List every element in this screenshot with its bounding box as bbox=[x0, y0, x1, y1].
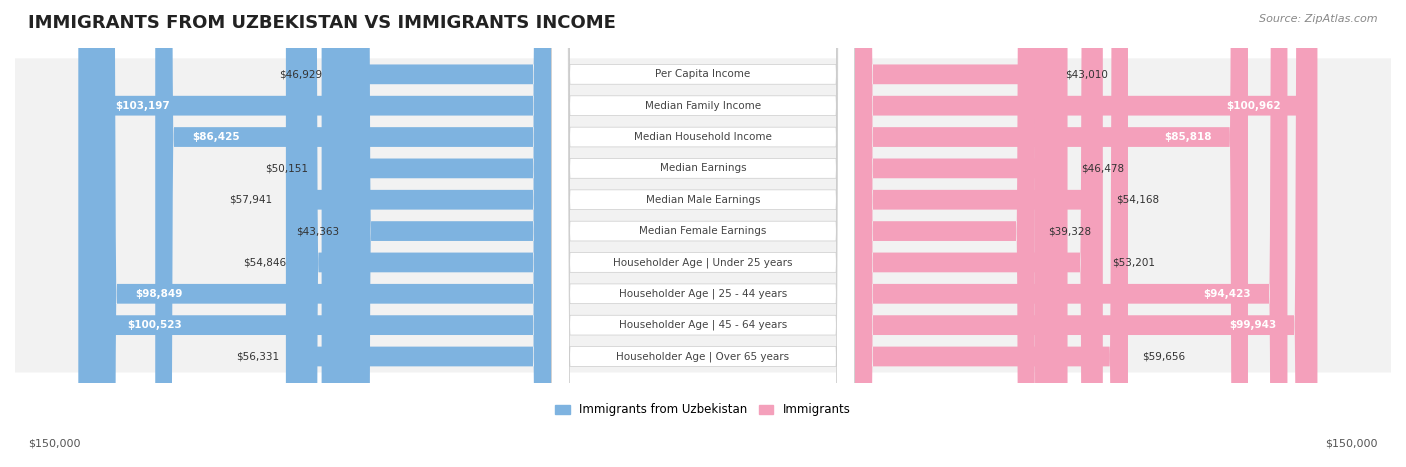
Text: Source: ZipAtlas.com: Source: ZipAtlas.com bbox=[1260, 14, 1378, 24]
FancyBboxPatch shape bbox=[98, 0, 551, 467]
Text: $94,423: $94,423 bbox=[1204, 289, 1251, 299]
FancyBboxPatch shape bbox=[551, 0, 855, 467]
Text: Median Earnings: Median Earnings bbox=[659, 163, 747, 173]
FancyBboxPatch shape bbox=[79, 0, 551, 467]
Text: IMMIGRANTS FROM UZBEKISTAN VS IMMIGRANTS INCOME: IMMIGRANTS FROM UZBEKISTAN VS IMMIGRANTS… bbox=[28, 14, 616, 32]
FancyBboxPatch shape bbox=[855, 0, 1313, 467]
Text: $57,941: $57,941 bbox=[229, 195, 273, 205]
Text: $39,328: $39,328 bbox=[1049, 226, 1091, 236]
Text: $100,962: $100,962 bbox=[1226, 101, 1281, 111]
Text: $53,201: $53,201 bbox=[1112, 257, 1156, 268]
FancyBboxPatch shape bbox=[551, 0, 855, 467]
Text: $150,000: $150,000 bbox=[1326, 439, 1378, 448]
FancyBboxPatch shape bbox=[551, 0, 855, 467]
Text: $150,000: $150,000 bbox=[28, 439, 80, 448]
Text: Median Female Earnings: Median Female Earnings bbox=[640, 226, 766, 236]
FancyBboxPatch shape bbox=[855, 0, 1052, 467]
FancyBboxPatch shape bbox=[551, 0, 855, 467]
FancyBboxPatch shape bbox=[15, 309, 1391, 341]
FancyBboxPatch shape bbox=[855, 0, 1249, 467]
Text: $85,818: $85,818 bbox=[1164, 132, 1212, 142]
Text: $100,523: $100,523 bbox=[128, 320, 181, 330]
Text: Median Household Income: Median Household Income bbox=[634, 132, 772, 142]
Text: Householder Age | Under 25 years: Householder Age | Under 25 years bbox=[613, 257, 793, 268]
Text: Householder Age | 45 - 64 years: Householder Age | 45 - 64 years bbox=[619, 320, 787, 330]
FancyBboxPatch shape bbox=[551, 0, 855, 467]
Text: Householder Age | Over 65 years: Householder Age | Over 65 years bbox=[616, 351, 790, 362]
FancyBboxPatch shape bbox=[551, 0, 855, 467]
FancyBboxPatch shape bbox=[551, 0, 855, 467]
FancyBboxPatch shape bbox=[855, 0, 1098, 467]
FancyBboxPatch shape bbox=[15, 152, 1391, 184]
FancyBboxPatch shape bbox=[15, 215, 1391, 247]
FancyBboxPatch shape bbox=[15, 184, 1391, 216]
Text: $43,363: $43,363 bbox=[295, 226, 339, 236]
FancyBboxPatch shape bbox=[551, 0, 855, 467]
Text: $46,478: $46,478 bbox=[1081, 163, 1125, 173]
Text: $46,929: $46,929 bbox=[280, 69, 322, 79]
FancyBboxPatch shape bbox=[855, 0, 1317, 467]
Text: Median Male Earnings: Median Male Earnings bbox=[645, 195, 761, 205]
Text: Householder Age | 25 - 44 years: Householder Age | 25 - 44 years bbox=[619, 289, 787, 299]
FancyBboxPatch shape bbox=[15, 340, 1391, 373]
Text: $50,151: $50,151 bbox=[264, 163, 308, 173]
FancyBboxPatch shape bbox=[551, 0, 855, 467]
Text: Median Family Income: Median Family Income bbox=[645, 101, 761, 111]
FancyBboxPatch shape bbox=[855, 0, 1128, 467]
FancyBboxPatch shape bbox=[90, 0, 551, 467]
Text: $103,197: $103,197 bbox=[115, 101, 170, 111]
FancyBboxPatch shape bbox=[155, 0, 551, 467]
FancyBboxPatch shape bbox=[299, 0, 551, 467]
Text: $99,943: $99,943 bbox=[1229, 320, 1277, 330]
FancyBboxPatch shape bbox=[353, 0, 551, 467]
FancyBboxPatch shape bbox=[855, 0, 1067, 467]
Text: $54,168: $54,168 bbox=[1116, 195, 1160, 205]
FancyBboxPatch shape bbox=[15, 58, 1391, 90]
Text: Per Capita Income: Per Capita Income bbox=[655, 69, 751, 79]
FancyBboxPatch shape bbox=[15, 90, 1391, 122]
FancyBboxPatch shape bbox=[551, 0, 855, 467]
FancyBboxPatch shape bbox=[15, 247, 1391, 278]
FancyBboxPatch shape bbox=[285, 0, 551, 467]
Text: $43,010: $43,010 bbox=[1066, 69, 1108, 79]
Text: $59,656: $59,656 bbox=[1142, 352, 1185, 361]
Text: $86,425: $86,425 bbox=[193, 132, 239, 142]
FancyBboxPatch shape bbox=[15, 121, 1391, 153]
FancyBboxPatch shape bbox=[855, 0, 1102, 467]
FancyBboxPatch shape bbox=[336, 0, 551, 467]
FancyBboxPatch shape bbox=[855, 0, 1035, 467]
FancyBboxPatch shape bbox=[855, 0, 1288, 467]
FancyBboxPatch shape bbox=[15, 278, 1391, 310]
FancyBboxPatch shape bbox=[322, 0, 551, 467]
Legend: Immigrants from Uzbekistan, Immigrants: Immigrants from Uzbekistan, Immigrants bbox=[551, 398, 855, 421]
Text: $98,849: $98,849 bbox=[135, 289, 183, 299]
Text: $54,846: $54,846 bbox=[243, 257, 287, 268]
FancyBboxPatch shape bbox=[294, 0, 551, 467]
Text: $56,331: $56,331 bbox=[236, 352, 280, 361]
